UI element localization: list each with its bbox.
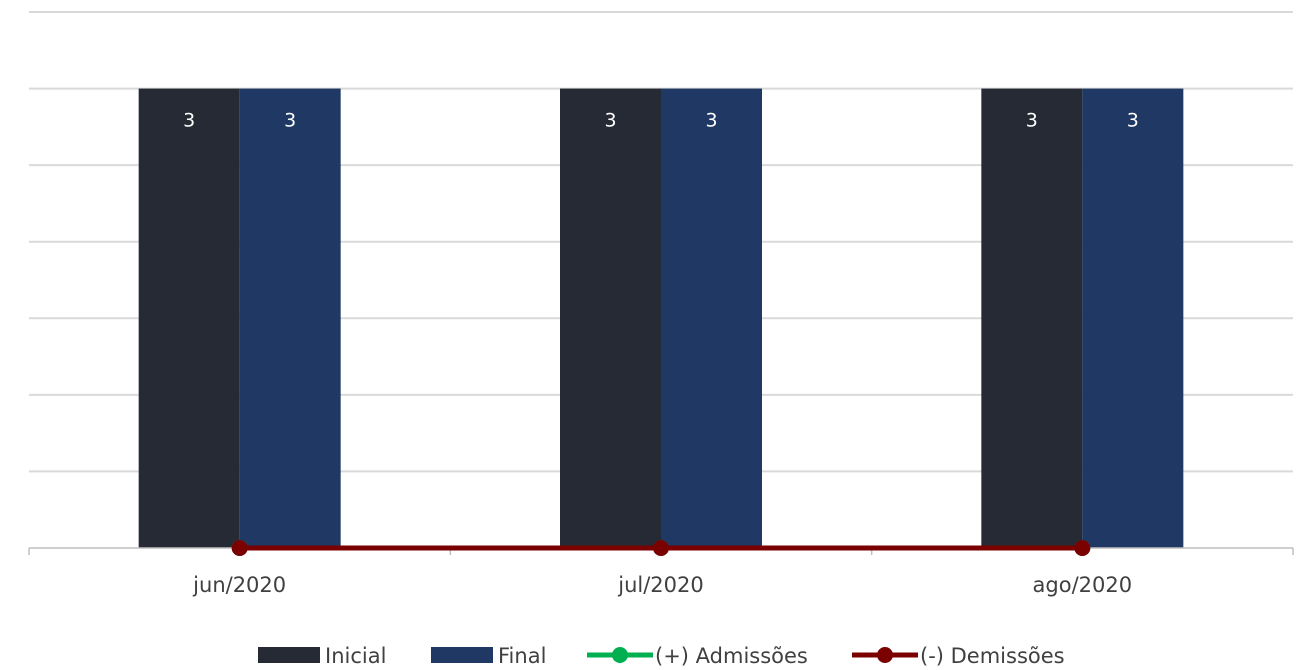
legend-label: (+) Admissões [655, 644, 808, 668]
bar-final [239, 88, 341, 549]
bar-value-label: 3 [1127, 110, 1139, 132]
lines [231, 540, 1091, 556]
line-point [1074, 540, 1091, 556]
legend-label: Final [498, 644, 546, 668]
x-tick-label: ago/2020 [1033, 573, 1133, 597]
x-tick-label: jul/2020 [617, 573, 704, 597]
bar-value-label: 3 [1026, 110, 1038, 132]
bar-final [1082, 88, 1184, 549]
bar-value-label: 3 [604, 110, 616, 132]
bar-final [661, 88, 762, 549]
line-point [231, 540, 248, 556]
bar-value-label: 3 [183, 110, 195, 132]
legend-label: (-) Demissões [920, 644, 1065, 668]
legend-swatch [431, 647, 493, 663]
legend-label: Inicial [325, 644, 386, 668]
line-point [653, 540, 669, 556]
legend-swatch [258, 647, 320, 663]
legend-marker [612, 647, 628, 663]
bar-value-label: 3 [284, 110, 296, 132]
legend-marker [877, 647, 893, 663]
bars: 3 3 3 3 3 3 [138, 88, 1184, 549]
bar-inicial [138, 88, 240, 549]
x-tick-label: jun/2020 [192, 573, 286, 597]
legend: Inicial Final (+) Admissões (-) Demissões [258, 644, 1065, 668]
x-axis: jun/2020 jul/2020 ago/2020 [28, 547, 1294, 597]
bar-inicial [560, 88, 661, 549]
bar-value-label: 3 [705, 110, 717, 132]
bar-inicial [981, 88, 1083, 549]
